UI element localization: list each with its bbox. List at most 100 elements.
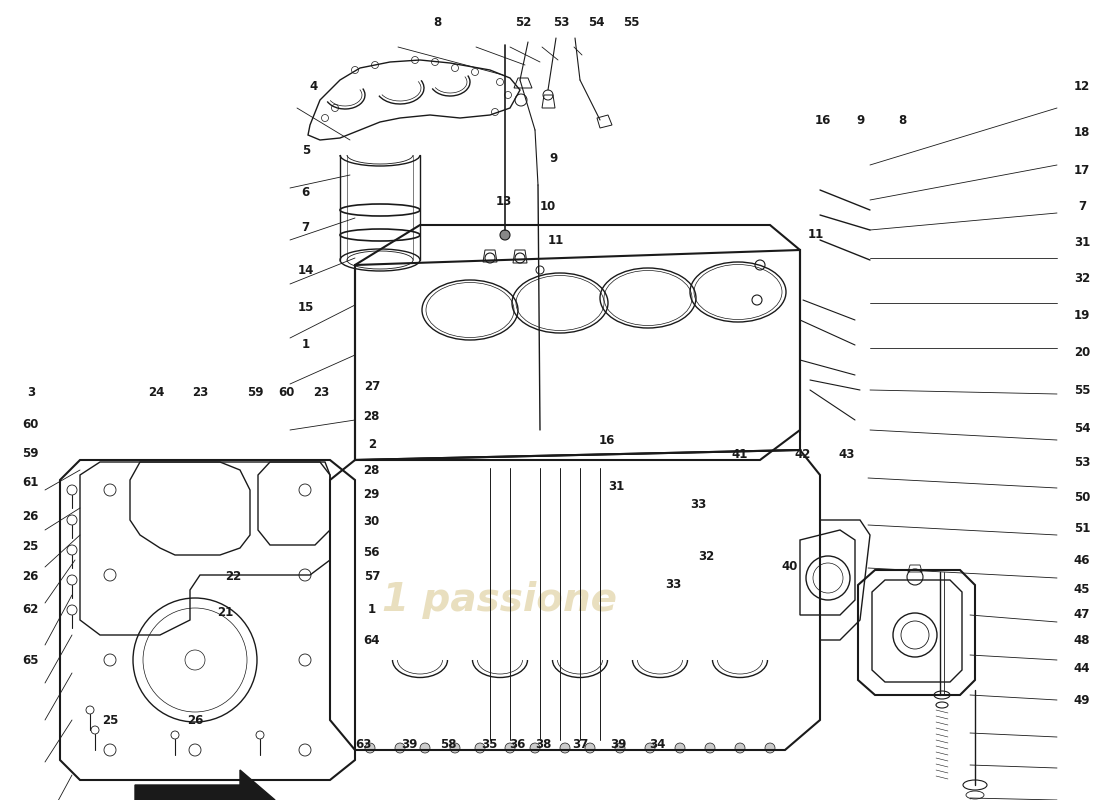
Circle shape [365, 743, 375, 753]
Text: 31: 31 [1074, 236, 1090, 249]
Text: 19: 19 [1074, 309, 1090, 322]
Text: 60: 60 [278, 386, 294, 398]
Text: 35: 35 [482, 738, 497, 750]
Text: 38: 38 [536, 738, 551, 750]
Text: 1: 1 [367, 603, 376, 616]
Text: 53: 53 [1074, 456, 1090, 469]
Text: 25: 25 [23, 540, 38, 553]
Circle shape [675, 743, 685, 753]
Text: 49: 49 [1074, 694, 1090, 707]
Text: 14: 14 [298, 264, 314, 277]
Text: 58: 58 [440, 738, 458, 750]
Text: 16: 16 [600, 434, 615, 446]
Text: 28: 28 [364, 410, 380, 423]
Text: 15: 15 [298, 301, 314, 314]
Text: 11: 11 [548, 234, 563, 246]
Text: 59: 59 [22, 447, 40, 460]
Text: 22: 22 [226, 570, 241, 582]
Text: 53: 53 [553, 16, 569, 29]
Text: 18: 18 [1074, 126, 1090, 138]
Text: 56: 56 [363, 546, 381, 558]
Text: 55: 55 [1074, 384, 1090, 397]
Text: 39: 39 [610, 738, 626, 750]
Circle shape [450, 743, 460, 753]
Text: 3: 3 [26, 386, 35, 398]
Text: 26: 26 [23, 570, 38, 582]
Circle shape [615, 743, 625, 753]
Text: 1: 1 [301, 338, 310, 350]
Circle shape [500, 230, 510, 240]
Text: 11: 11 [808, 228, 824, 241]
Text: 52: 52 [516, 16, 531, 29]
Text: 24: 24 [148, 386, 164, 398]
Text: 42: 42 [795, 448, 811, 461]
Text: 46: 46 [1074, 554, 1090, 566]
Text: 33: 33 [691, 498, 706, 510]
Text: 10: 10 [540, 200, 556, 213]
Text: 28: 28 [364, 464, 380, 477]
Text: 33: 33 [666, 578, 681, 590]
Text: 23: 23 [192, 386, 208, 398]
Circle shape [530, 743, 540, 753]
Text: 51: 51 [1074, 522, 1090, 534]
Text: 9: 9 [856, 114, 865, 126]
Circle shape [585, 743, 595, 753]
Text: 26: 26 [23, 510, 38, 522]
Text: 63: 63 [355, 738, 371, 750]
Text: 59: 59 [246, 386, 264, 398]
Text: 32: 32 [698, 550, 714, 562]
Circle shape [420, 743, 430, 753]
Text: 29: 29 [364, 488, 380, 501]
Text: 61: 61 [23, 476, 38, 489]
Text: 44: 44 [1074, 662, 1090, 675]
Text: 54: 54 [588, 16, 605, 29]
Circle shape [645, 743, 654, 753]
Text: 12: 12 [1074, 80, 1090, 93]
Text: 13: 13 [496, 195, 512, 208]
Text: 41: 41 [732, 448, 747, 461]
Text: 8: 8 [433, 16, 442, 29]
Text: 4: 4 [309, 80, 318, 93]
Text: 21: 21 [218, 606, 233, 619]
Text: 65: 65 [22, 654, 40, 666]
Text: 45: 45 [1074, 583, 1090, 596]
Text: 54: 54 [1074, 422, 1090, 434]
Text: 25: 25 [102, 714, 118, 726]
Circle shape [764, 743, 776, 753]
Text: 31: 31 [608, 480, 624, 493]
Text: 26: 26 [188, 714, 204, 726]
Text: 7: 7 [301, 221, 310, 234]
Text: 2: 2 [367, 438, 376, 450]
Text: 17: 17 [1074, 164, 1090, 177]
Text: 43: 43 [839, 448, 855, 461]
Text: 8: 8 [898, 114, 906, 126]
Text: 48: 48 [1074, 634, 1090, 646]
Text: 64: 64 [363, 634, 381, 646]
Text: 62: 62 [23, 603, 38, 616]
Text: 40: 40 [782, 560, 797, 573]
Text: 60: 60 [23, 418, 38, 430]
Circle shape [560, 743, 570, 753]
Text: 57: 57 [364, 570, 380, 582]
Text: 9: 9 [549, 152, 558, 165]
Text: 47: 47 [1074, 608, 1090, 621]
Text: 55: 55 [623, 16, 640, 29]
Text: 34: 34 [650, 738, 666, 750]
Text: 5: 5 [301, 144, 310, 157]
Text: 20: 20 [1074, 346, 1090, 358]
Circle shape [475, 743, 485, 753]
Text: 6: 6 [301, 186, 310, 198]
Text: 39: 39 [402, 738, 417, 750]
Polygon shape [135, 770, 275, 800]
Text: 1 passione: 1 passione [383, 581, 617, 619]
Text: 30: 30 [364, 515, 380, 528]
Text: 36: 36 [509, 738, 525, 750]
Circle shape [705, 743, 715, 753]
Text: 27: 27 [364, 380, 380, 393]
Text: 16: 16 [815, 114, 830, 126]
Text: 7: 7 [1078, 200, 1086, 213]
Circle shape [735, 743, 745, 753]
Text: 37: 37 [573, 738, 588, 750]
Text: 50: 50 [1074, 491, 1090, 504]
Text: 23: 23 [314, 386, 329, 398]
